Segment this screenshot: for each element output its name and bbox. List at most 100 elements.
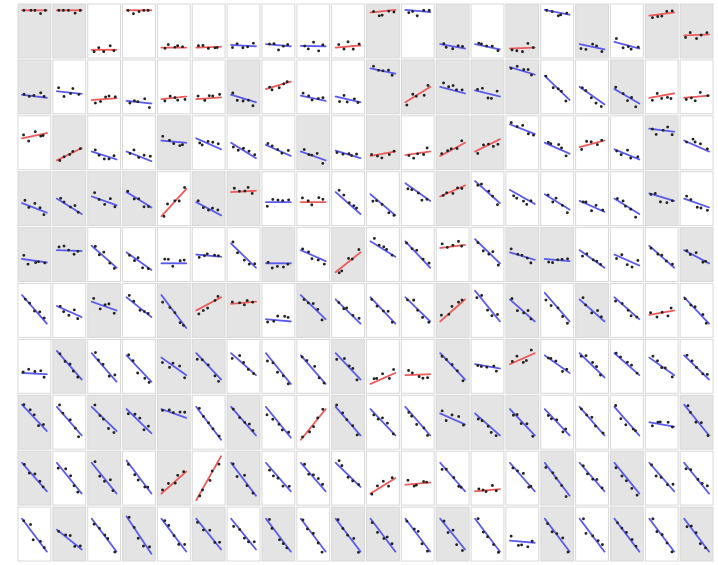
- data-point: [231, 240, 235, 244]
- panel-r10-c19: [644, 506, 679, 562]
- data-point: [669, 97, 673, 100]
- panel-r6-c7: [226, 283, 261, 338]
- data-point: [376, 417, 380, 421]
- data-point: [660, 310, 664, 314]
- data-point: [313, 364, 317, 368]
- data-point: [265, 204, 269, 208]
- panel-r4-c15: [505, 171, 540, 227]
- data-point: [407, 369, 410, 372]
- panel-r1-c8: [261, 3, 296, 59]
- data-point: [601, 208, 605, 212]
- data-point: [216, 254, 220, 258]
- data-point: [666, 95, 669, 99]
- data-point: [496, 203, 499, 207]
- data-point: [176, 473, 180, 477]
- data-point: [350, 257, 354, 261]
- data-point: [600, 138, 604, 142]
- data-point: [391, 432, 395, 436]
- data-point: [457, 300, 460, 304]
- data-point: [126, 189, 130, 193]
- fit-line: [299, 94, 327, 102]
- fit-line: [613, 41, 641, 50]
- fit-line: [369, 477, 397, 495]
- data-point: [207, 94, 211, 98]
- data-point: [390, 476, 394, 480]
- data-point: [126, 462, 130, 466]
- data-point: [412, 298, 416, 302]
- data-point: [695, 37, 698, 40]
- data-point: [218, 540, 221, 544]
- fit-line: [195, 253, 223, 258]
- data-point: [387, 377, 391, 380]
- panel-r4-c18: [609, 171, 644, 227]
- fit-line: [508, 123, 536, 135]
- data-point: [136, 256, 140, 260]
- data-point: [480, 419, 484, 423]
- data-point: [316, 416, 320, 420]
- data-point: [477, 41, 481, 45]
- data-point: [704, 546, 707, 550]
- data-point: [317, 376, 321, 380]
- data-point: [210, 469, 214, 473]
- data-point: [660, 96, 664, 100]
- panel-r2-c12: [400, 59, 435, 115]
- fit-line: [613, 352, 641, 377]
- data-point: [427, 8, 431, 12]
- data-point: [414, 94, 418, 98]
- fit-line: [613, 197, 641, 215]
- panel-r6-c17: [575, 283, 609, 338]
- data-point: [492, 364, 496, 368]
- panel-background: [435, 394, 470, 450]
- data-point: [670, 199, 674, 203]
- data-point: [486, 96, 490, 100]
- data-point: [625, 479, 628, 483]
- data-point: [301, 196, 304, 200]
- data-point: [392, 10, 396, 14]
- data-point: [447, 85, 451, 89]
- data-point: [22, 462, 26, 466]
- data-point: [705, 373, 709, 376]
- panel-background: [400, 338, 435, 394]
- panel-r1-c2: [52, 3, 87, 59]
- data-point: [280, 151, 284, 155]
- data-point: [182, 323, 185, 327]
- data-point: [663, 366, 667, 370]
- data-point: [166, 202, 169, 206]
- panel-background: [261, 171, 296, 227]
- data-point: [141, 266, 144, 270]
- data-point: [337, 271, 341, 275]
- data-point: [216, 208, 220, 212]
- panel-r9-c10: [331, 450, 365, 506]
- panel-r2-c20: [679, 59, 714, 115]
- data-point: [550, 530, 554, 534]
- data-point: [390, 542, 394, 546]
- data-point: [456, 186, 459, 190]
- data-point: [201, 488, 204, 492]
- data-point: [579, 407, 583, 411]
- data-point: [247, 262, 251, 266]
- data-point: [631, 427, 635, 431]
- fit-line: [404, 8, 432, 13]
- panel-r7-c6: [191, 338, 226, 394]
- data-point: [526, 68, 530, 71]
- data-point: [351, 47, 355, 51]
- panel-background: [52, 115, 87, 171]
- data-point: [591, 534, 595, 538]
- panel-r8-c11: [366, 394, 400, 450]
- data-point: [620, 253, 624, 257]
- data-point: [544, 298, 548, 302]
- data-point: [242, 361, 246, 364]
- data-point: [426, 84, 430, 87]
- data-point: [202, 415, 205, 418]
- data-point: [57, 86, 61, 90]
- data-point: [148, 154, 152, 158]
- panel-background: [261, 227, 296, 283]
- fit-line: [195, 517, 223, 551]
- data-point: [554, 476, 558, 480]
- data-point: [634, 429, 637, 433]
- panel-r1-c19: [644, 3, 679, 59]
- data-point: [59, 196, 63, 200]
- panel-background: [156, 227, 191, 283]
- fit-line: [265, 517, 292, 553]
- data-point: [496, 142, 500, 146]
